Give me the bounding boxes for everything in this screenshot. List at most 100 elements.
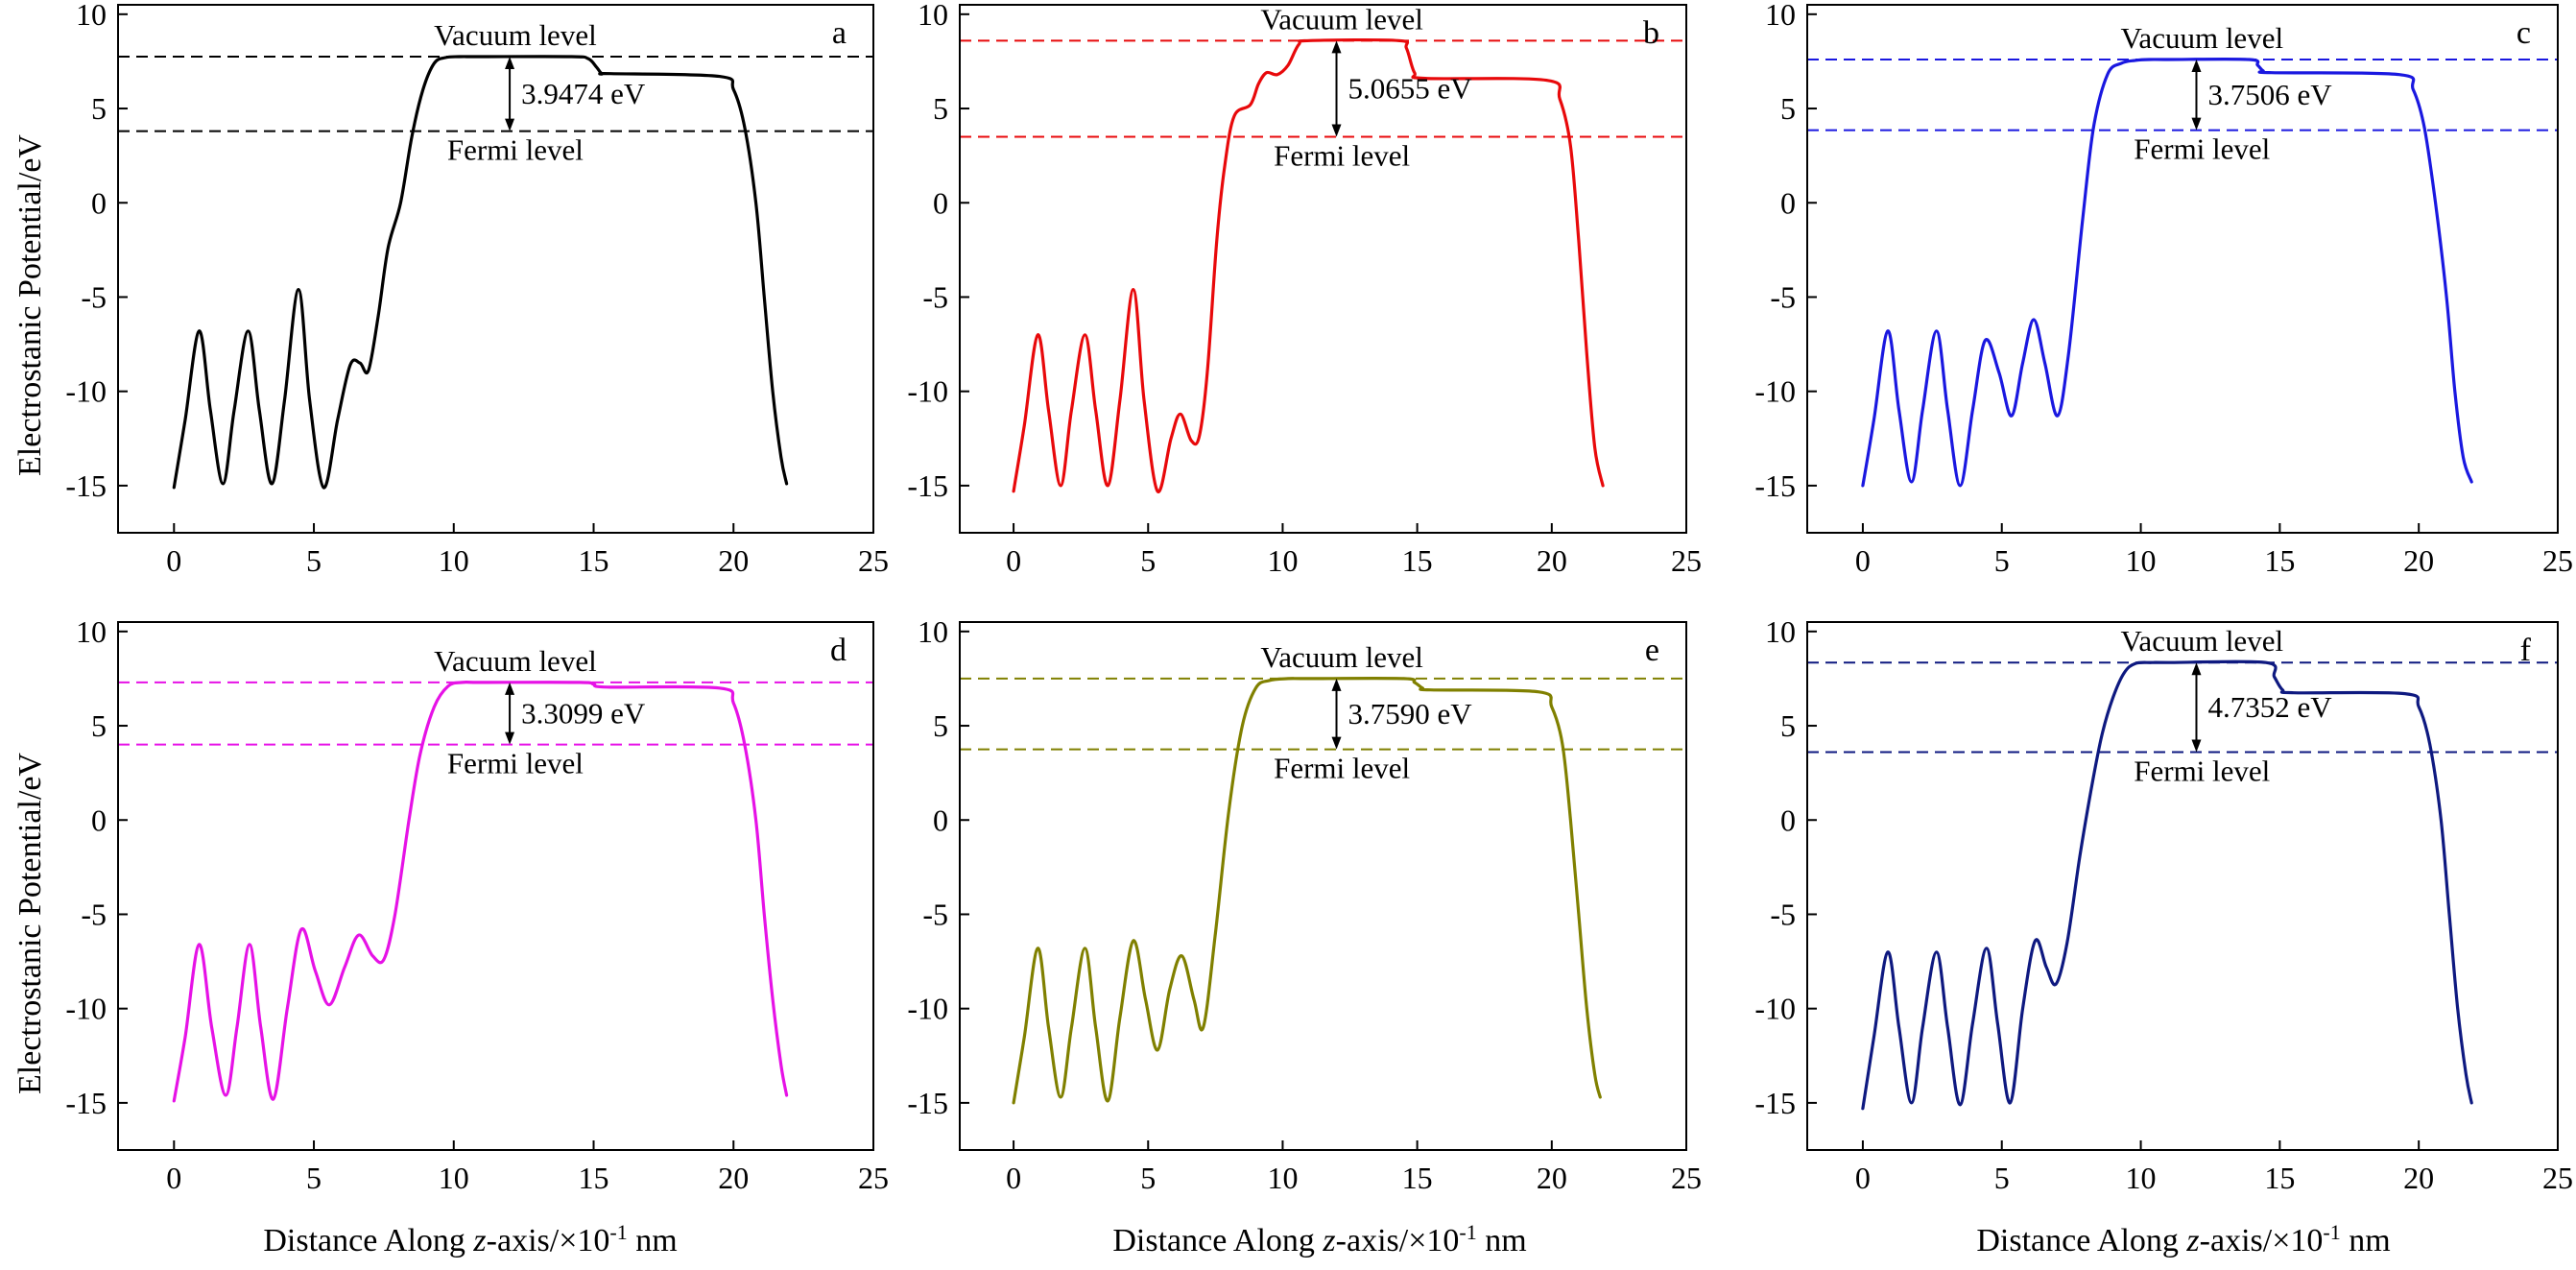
x-tick-label: 25 xyxy=(858,1161,889,1195)
y-tick-label: -5 xyxy=(81,897,107,931)
x-tick-label: 25 xyxy=(2542,1161,2573,1195)
x-tick-label: 0 xyxy=(1855,1161,1871,1195)
x-tick-label: 20 xyxy=(2403,1161,2434,1195)
fermi-level-label: Fermi level xyxy=(1274,139,1410,173)
x-tick-label: 10 xyxy=(2126,1161,2157,1195)
panel-b: 0 5 10 15 20 25 -15 -10 -5 0 5 10 Vacuum level Fermi … xyxy=(907,0,1702,578)
x-tick-label: 15 xyxy=(2264,543,2295,578)
gap-value-label: 4.7352 eV xyxy=(2207,690,2332,724)
x-tick-label: 25 xyxy=(2542,543,2573,578)
x-tick-label: 25 xyxy=(858,543,889,578)
x-axis-label-col1: Distance Along z-axis/×10-1 nm xyxy=(263,1220,677,1258)
y-tick-label: 5 xyxy=(933,91,948,126)
x-tick-label: 15 xyxy=(1402,543,1433,578)
x-tick-label: 25 xyxy=(1671,1161,1702,1195)
panel-d: 0 5 10 15 20 25 -15 -10 -5 0 5 10 Vacuum level Fermi … xyxy=(65,614,889,1195)
gap-arrow-head-up xyxy=(2191,662,2202,676)
y-tick-label: 10 xyxy=(1765,614,1796,649)
x-tick-label: 15 xyxy=(579,543,609,578)
gap-arrow-head-up xyxy=(505,57,515,70)
y-axis-label-top: Electrostanic Potential/eV xyxy=(12,134,48,476)
gap-arrow-head-up xyxy=(1331,40,1342,54)
x-tick-label: 5 xyxy=(306,1161,322,1195)
plot-frame xyxy=(1806,4,2559,534)
x-tick-label: 0 xyxy=(1855,543,1871,578)
y-tick-label: 0 xyxy=(933,803,948,837)
panel-label: e xyxy=(1645,633,1659,668)
panel-label: f xyxy=(2520,633,2532,668)
gap-arrow-head-up xyxy=(1331,678,1342,691)
gap-arrow-head-down xyxy=(2191,739,2202,753)
panel-f: 0 5 10 15 20 25 -15 -10 -5 0 5 10 Vacuum level Fermi … xyxy=(1754,614,2573,1195)
x-tick-label: 20 xyxy=(718,543,749,578)
potential-curve xyxy=(172,680,789,1103)
potential-curve xyxy=(172,55,789,490)
gap-arrow-head-up xyxy=(2191,59,2202,72)
panel-a: 0 5 10 15 20 25 -15 -10 -5 0 5 10 Vacuum level Fermi … xyxy=(65,0,889,578)
x-tick-label: 10 xyxy=(439,1161,469,1195)
fermi-level-label: Fermi level xyxy=(2134,132,2270,166)
y-tick-label: 0 xyxy=(1780,185,1796,220)
panel-c: 0 5 10 15 20 25 -15 -10 -5 0 5 10 Vacuum level Fermi … xyxy=(1754,0,2573,578)
y-tick-label: -10 xyxy=(1754,374,1796,409)
potential-curve xyxy=(1012,677,1602,1105)
y-tick-label: -10 xyxy=(1754,992,1796,1026)
y-tick-label: 0 xyxy=(1780,803,1796,837)
y-tick-label: 0 xyxy=(91,803,107,837)
x-tick-label: 25 xyxy=(1671,543,1702,578)
x-tick-label: 20 xyxy=(2403,543,2434,578)
y-tick-label: -15 xyxy=(65,468,107,503)
x-tick-label: 20 xyxy=(1537,543,1567,578)
y-axis-label-bottom: Electrostanic Potential/eV xyxy=(12,753,48,1094)
gap-value-label: 3.3099 eV xyxy=(521,696,646,730)
x-tick-label: 5 xyxy=(1140,543,1156,578)
fermi-level-label: Fermi level xyxy=(447,133,584,167)
plot-frame xyxy=(959,621,1687,1151)
x-tick-label: 10 xyxy=(439,543,469,578)
y-tick-label: 5 xyxy=(91,91,107,126)
x-tick-label: 10 xyxy=(1267,543,1298,578)
y-tick-label: -15 xyxy=(65,1086,107,1120)
vacuum-level-label: Vacuum level xyxy=(434,644,597,678)
y-tick-label: -10 xyxy=(907,374,948,409)
plot-frame xyxy=(117,4,874,534)
panel-label: b xyxy=(1643,15,1659,51)
x-axis-label-col2: Distance Along z-axis/×10-1 nm xyxy=(1112,1220,1526,1258)
y-tick-label: -5 xyxy=(81,279,107,314)
gap-arrow-head-down xyxy=(505,118,515,132)
y-tick-label: 5 xyxy=(1780,708,1796,743)
y-tick-label: 5 xyxy=(91,708,107,743)
x-tick-label: 10 xyxy=(2126,543,2157,578)
y-tick-label: -15 xyxy=(907,468,948,503)
panel-e: 0 5 10 15 20 25 -15 -10 -5 0 5 10 Vacuum level Fermi … xyxy=(907,614,1702,1195)
y-tick-label: 0 xyxy=(91,185,107,220)
gap-value-label: 3.7590 eV xyxy=(1348,697,1473,731)
y-tick-label: -15 xyxy=(1754,468,1796,503)
x-tick-label: 10 xyxy=(1267,1161,1298,1195)
gap-arrow-head-down xyxy=(1331,124,1342,137)
y-tick-label: -5 xyxy=(922,279,948,314)
y-tick-label: -15 xyxy=(907,1086,948,1120)
gap-value-label: 3.7506 eV xyxy=(2207,78,2332,111)
panels: 0 5 10 15 20 25 -15 -10 -5 0 5 10 Vacuum level Fermi … xyxy=(65,0,2573,1195)
x-tick-label: 15 xyxy=(1402,1161,1433,1195)
vacuum-level-label: Vacuum level xyxy=(434,18,597,52)
panel-label: d xyxy=(830,633,847,668)
x-tick-label: 0 xyxy=(166,543,181,578)
x-tick-label: 20 xyxy=(1537,1161,1567,1195)
x-tick-label: 5 xyxy=(306,543,322,578)
gap-arrow-head-up xyxy=(505,682,515,695)
vacuum-level-label: Vacuum level xyxy=(1260,2,1423,36)
y-tick-label: 0 xyxy=(933,185,948,220)
x-tick-label: 5 xyxy=(1994,543,2010,578)
gap-value-label: 3.9474 eV xyxy=(521,77,646,110)
y-axis-labels: Electrostanic Potential/eV Electrostanic… xyxy=(12,134,48,1094)
y-tick-label: -5 xyxy=(1770,897,1796,931)
gap-value-label: 5.0655 eV xyxy=(1348,71,1473,105)
potential-curve xyxy=(1012,37,1605,493)
fermi-level-label: Fermi level xyxy=(1274,752,1410,785)
panel-label: c xyxy=(2516,15,2531,51)
plot-frame xyxy=(1806,621,2559,1151)
y-tick-label: 10 xyxy=(918,614,948,649)
